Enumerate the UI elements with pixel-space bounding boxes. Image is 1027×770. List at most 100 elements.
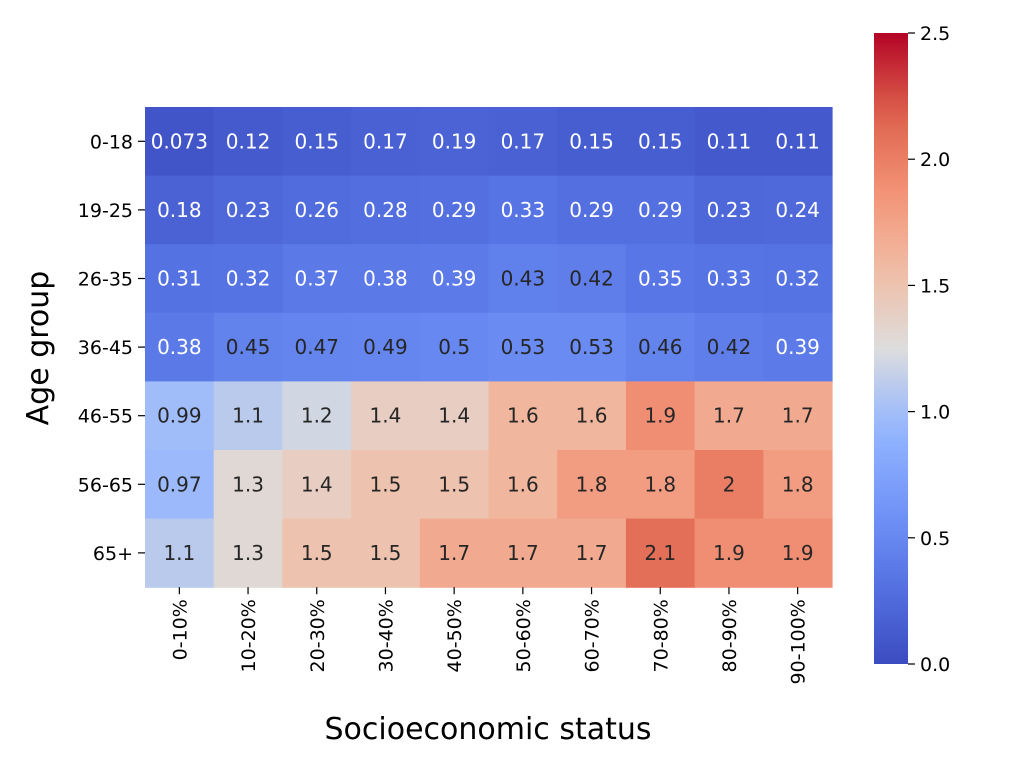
cell-value-label: 1.1 <box>232 404 264 428</box>
heatmap-cell <box>282 107 352 177</box>
heatmap-cell <box>351 244 421 314</box>
heatmap-cell <box>557 175 627 245</box>
x-tick-label: 30-40% <box>375 599 397 672</box>
cell-value-label: 0.47 <box>294 335 339 359</box>
cell-value-label: 0.18 <box>157 198 202 222</box>
cell-value-label: 1.8 <box>782 472 814 496</box>
heatmap-cell <box>282 518 352 588</box>
heatmap-cell <box>419 175 490 245</box>
cell-value-label: 0.15 <box>294 129 339 153</box>
cell-value-label: 1.2 <box>301 404 333 428</box>
cell-value-label: 1.5 <box>438 472 470 496</box>
cell-value-label: 1.6 <box>507 472 539 496</box>
heatmap-cell <box>557 381 627 451</box>
colorbar-gradient <box>874 33 908 664</box>
colorbar-tick-label: 0.0 <box>920 654 950 676</box>
cell-value-label: 0.17 <box>363 129 408 153</box>
cell-value-label: 0.11 <box>775 129 820 153</box>
cell-value-label: 1.5 <box>301 541 333 565</box>
cell-value-label: 1.9 <box>713 541 745 565</box>
cell-value-label: 0.29 <box>432 198 477 222</box>
heatmap-cell <box>488 107 558 177</box>
cell-value-label: 1.8 <box>576 472 608 496</box>
colorbar-tick-label: 2.5 <box>920 23 950 45</box>
x-tick-label: 40-50% <box>444 599 466 672</box>
heatmap-cell <box>213 107 283 177</box>
heatmap-cell <box>557 312 627 382</box>
cell-value-label: 2.1 <box>644 541 676 565</box>
heatmap-cell <box>145 450 215 520</box>
cell-value-label: 0.32 <box>226 267 271 291</box>
heatmap-cell <box>282 175 352 245</box>
heatmap-cell <box>763 381 833 451</box>
heatmap-cell <box>282 312 352 382</box>
cell-value-label: 0.24 <box>775 198 820 222</box>
cell-value-label: 0.53 <box>501 335 546 359</box>
heatmap-cell <box>694 381 764 451</box>
heatmap-cell <box>419 518 490 588</box>
cell-value-label: 0.46 <box>638 335 683 359</box>
heatmap-cell <box>351 450 421 520</box>
cell-value-label: 0.42 <box>707 335 752 359</box>
heatmap-cell <box>145 312 215 382</box>
heatmap-cell <box>351 518 421 588</box>
cell-value-label: 1.7 <box>507 541 539 565</box>
x-tick-label: 20-30% <box>307 599 329 672</box>
heatmap-cell <box>351 381 421 451</box>
heatmap-cell <box>763 175 833 245</box>
heatmap-cell <box>282 244 352 314</box>
cell-value-label: 0.26 <box>294 198 339 222</box>
cell-value-label: 2 <box>723 472 736 496</box>
cell-value-label: 1.9 <box>782 541 814 565</box>
heatmap-cell <box>213 381 283 451</box>
y-axis-label: Age group <box>21 271 56 426</box>
x-tick-label: 0-10% <box>169 599 191 660</box>
heatmap-cell <box>488 244 558 314</box>
cell-value-label: 0.33 <box>501 198 546 222</box>
heatmap-cell <box>557 107 627 177</box>
cell-value-label: 1.7 <box>713 404 745 428</box>
heatmap-cell <box>625 518 696 588</box>
heatmap-cell <box>625 244 696 314</box>
cell-value-label: 1.1 <box>163 541 195 565</box>
cell-value-label: 0.53 <box>569 335 614 359</box>
y-tick-label: 36-45 <box>78 337 133 359</box>
heatmap-cell <box>488 312 558 382</box>
heatmap-cell <box>625 381 696 451</box>
heatmap-cell <box>419 107 490 177</box>
heatmap-cell <box>419 244 490 314</box>
heatmap-cell <box>145 518 215 588</box>
colorbar: 0.0 0.5 1.0 1.5 2.0 2.5 <box>874 23 950 676</box>
heatmap-cell <box>419 381 490 451</box>
colorbar-tick-label: 0.5 <box>920 528 950 550</box>
cell-value-label: 0.23 <box>226 198 271 222</box>
heatmap-cell <box>488 450 558 520</box>
heatmap-cell <box>213 450 283 520</box>
heatmap-cell <box>419 450 490 520</box>
cell-value-label: 1.4 <box>301 472 333 496</box>
cell-value-label: 1.9 <box>644 404 676 428</box>
cell-value-label: 0.45 <box>226 335 271 359</box>
heatmap-cell <box>213 175 283 245</box>
cell-value-label: 1.4 <box>438 404 470 428</box>
cell-value-label: 0.31 <box>157 267 202 291</box>
cell-value-label: 0.5 <box>438 335 470 359</box>
heatmap-cell <box>213 312 283 382</box>
cell-value-label: 1.5 <box>370 472 402 496</box>
heatmap-cell <box>763 312 833 382</box>
heatmap-cell <box>694 244 764 314</box>
heatmap-cell <box>213 244 283 314</box>
x-axis-label: Socioeconomic status <box>324 712 651 747</box>
heatmap-cell <box>282 450 352 520</box>
colorbar-tick-label: 1.0 <box>920 402 950 424</box>
cell-value-label: 0.29 <box>569 198 614 222</box>
x-tick-label: 50-60% <box>513 599 535 672</box>
cell-value-label: 0.39 <box>432 267 477 291</box>
cell-value-label: 1.7 <box>438 541 470 565</box>
heatmap-cell <box>213 518 283 588</box>
x-tick-label: 60-70% <box>582 599 604 672</box>
heatmap-cell <box>763 450 833 520</box>
cell-value-label: 0.17 <box>501 129 546 153</box>
heatmap-cell <box>145 244 215 314</box>
y-tick-label: 19-25 <box>78 200 133 222</box>
